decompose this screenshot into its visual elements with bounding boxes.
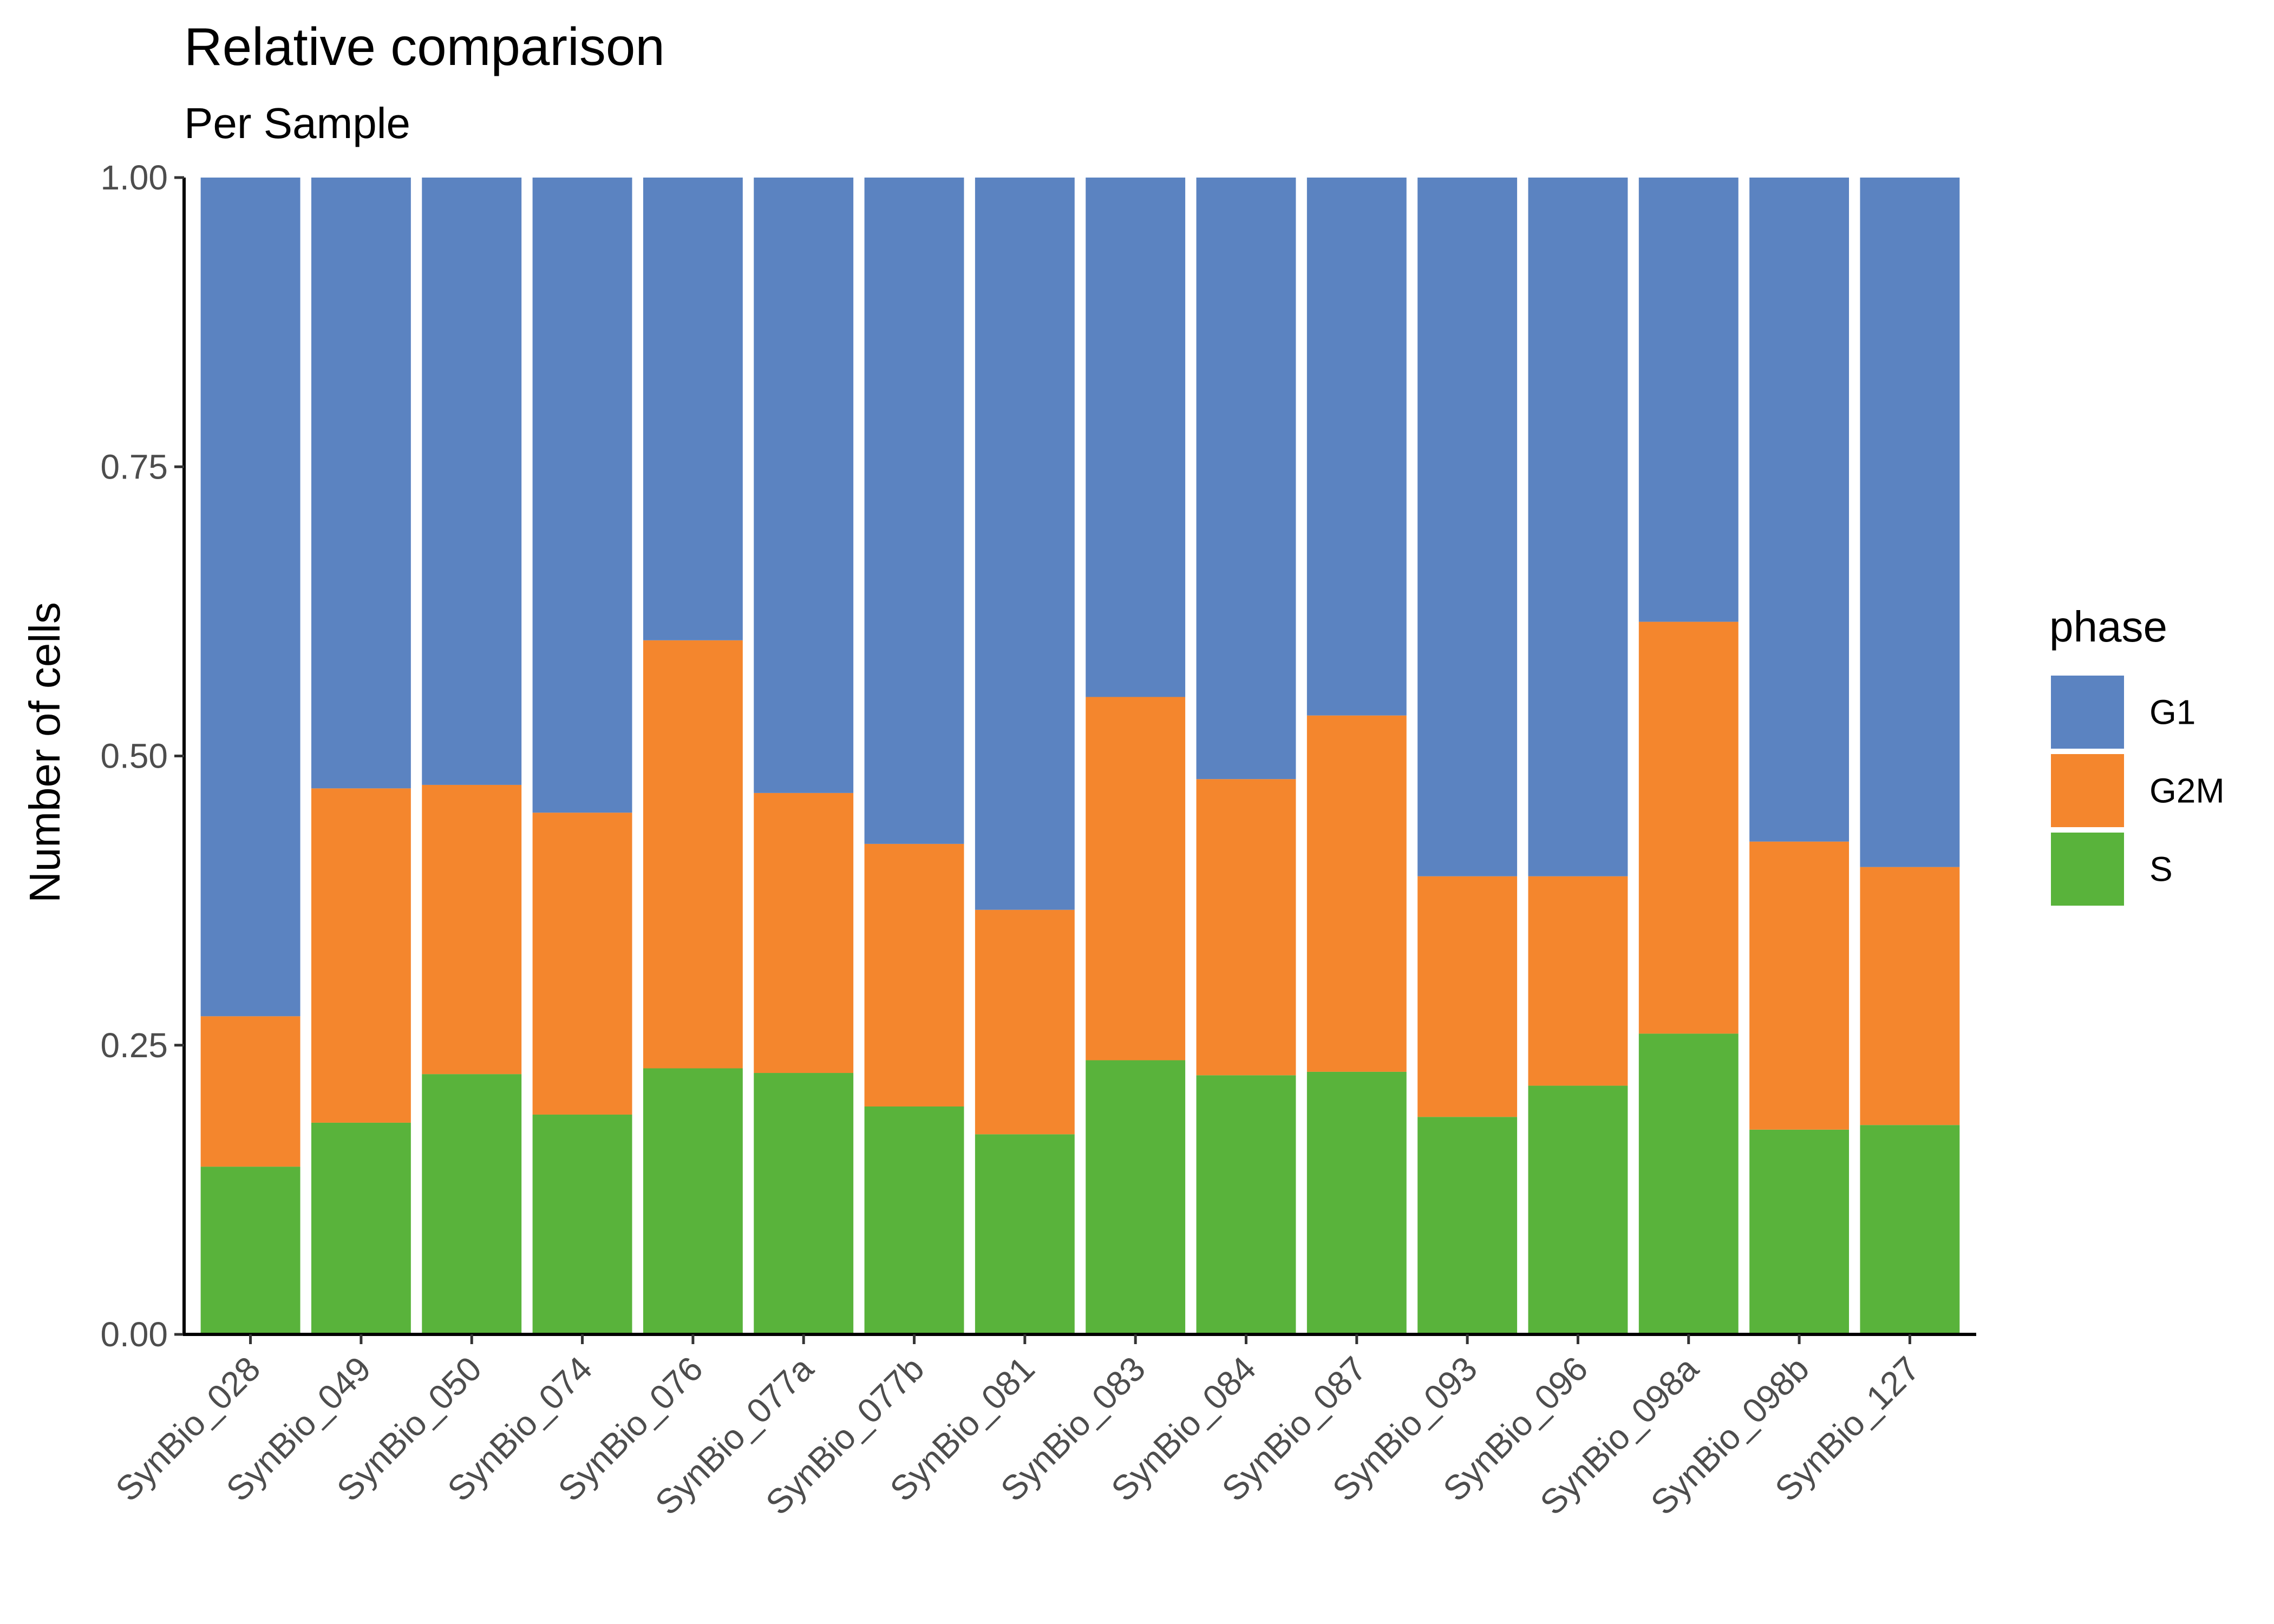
bar-segment-g2m-synbio_098a	[1638, 621, 1739, 1034]
bar-segment-g1-synbio_049	[311, 178, 411, 789]
bar-segment-g1-synbio_096	[1528, 178, 1628, 876]
bar-segment-s-synbio_087	[1306, 1071, 1407, 1334]
bar-segment-s-synbio_077b	[864, 1106, 964, 1334]
bar-segment-g2m-synbio_096	[1528, 876, 1628, 1086]
legend-label-s: S	[2149, 850, 2173, 889]
y-axis: 0.00 0.25 0.50 0.75 1.00	[100, 158, 186, 1354]
bar-segment-g1-synbio_076	[643, 178, 743, 640]
y-tick-label: 0.25	[100, 1026, 168, 1065]
legend-label-g1: G1	[2149, 693, 2195, 732]
bar-segment-s-synbio_084	[1196, 1075, 1296, 1334]
bar-segment-s-synbio_098b	[1749, 1129, 1850, 1334]
y-tick-label: 0.00	[100, 1315, 168, 1354]
bar-segment-g2m-synbio_074	[532, 813, 632, 1115]
bar-segment-g1-synbio_098b	[1749, 178, 1850, 842]
bar-segment-g2m-synbio_098b	[1749, 841, 1850, 1130]
bar-segment-g1-synbio_127	[1860, 178, 1960, 867]
bar-segment-g2m-synbio_081	[975, 909, 1075, 1135]
bar-segment-s-synbio_076	[643, 1068, 743, 1334]
bar-segment-g1-synbio_081	[975, 178, 1075, 910]
bar-segment-g1-synbio_093	[1417, 178, 1518, 876]
bar-segment-g1-synbio_074	[532, 178, 632, 813]
bar-segment-s-synbio_074	[532, 1114, 632, 1334]
bar-segment-g1-synbio_098a	[1638, 178, 1739, 622]
bar-segment-g2m-synbio_049	[311, 788, 411, 1123]
legend-label-g2m: G2M	[2149, 771, 2225, 810]
bar-segment-g2m-synbio_077b	[864, 843, 964, 1107]
legend-key-s	[2051, 833, 2124, 906]
legend-key-g1	[2051, 676, 2124, 749]
bar-segment-g2m-synbio_093	[1417, 876, 1518, 1117]
bar-segment-g1-synbio_077b	[864, 178, 964, 844]
y-tick-label: 1.00	[100, 158, 168, 197]
bar-segment-g2m-synbio_083	[1086, 697, 1186, 1060]
bar-segment-g2m-synbio_076	[643, 640, 743, 1069]
bar-segment-s-synbio_077a	[754, 1073, 854, 1334]
bar-segment-g1-synbio_050	[422, 178, 522, 785]
legend: phase G1 G2M S	[2049, 603, 2225, 906]
bars-layer	[200, 178, 1960, 1334]
bar-segment-s-synbio_049	[311, 1122, 411, 1334]
legend-key-g2m	[2051, 754, 2124, 827]
bar-segment-s-synbio_081	[975, 1134, 1075, 1334]
chart-title: Relative comparison	[184, 17, 665, 76]
bar-segment-s-synbio_127	[1860, 1125, 1960, 1334]
bar-segment-s-synbio_028	[200, 1167, 300, 1334]
legend-title: phase	[2049, 603, 2167, 651]
bar-segment-g1-synbio_028	[200, 178, 300, 1017]
bar-segment-s-synbio_050	[422, 1074, 522, 1334]
bar-segment-g2m-synbio_077a	[754, 793, 854, 1073]
bar-segment-s-synbio_098a	[1638, 1033, 1739, 1334]
y-tick-label: 0.75	[100, 447, 168, 486]
bar-segment-g2m-synbio_050	[422, 784, 522, 1075]
bar-segment-g1-synbio_083	[1086, 178, 1186, 697]
bar-segment-s-synbio_093	[1417, 1117, 1518, 1334]
bar-segment-s-synbio_083	[1086, 1060, 1186, 1334]
bar-segment-g2m-synbio_127	[1860, 867, 1960, 1125]
bar-segment-g2m-synbio_028	[200, 1016, 300, 1167]
bar-segment-g2m-synbio_087	[1306, 715, 1407, 1072]
y-axis-label: Number of cells	[21, 602, 69, 903]
bar-segment-g1-synbio_077a	[754, 178, 854, 793]
bar-segment-g1-synbio_087	[1306, 178, 1407, 716]
y-tick-label: 0.50	[100, 737, 168, 776]
x-axis: SynBio_028SynBio_049SynBio_050SynBio_074…	[108, 1333, 1976, 1522]
bar-segment-g1-synbio_084	[1196, 178, 1296, 780]
bar-segment-s-synbio_096	[1528, 1085, 1628, 1334]
bar-segment-g2m-synbio_084	[1196, 779, 1296, 1076]
chart-subtitle: Per Sample	[184, 99, 410, 147]
